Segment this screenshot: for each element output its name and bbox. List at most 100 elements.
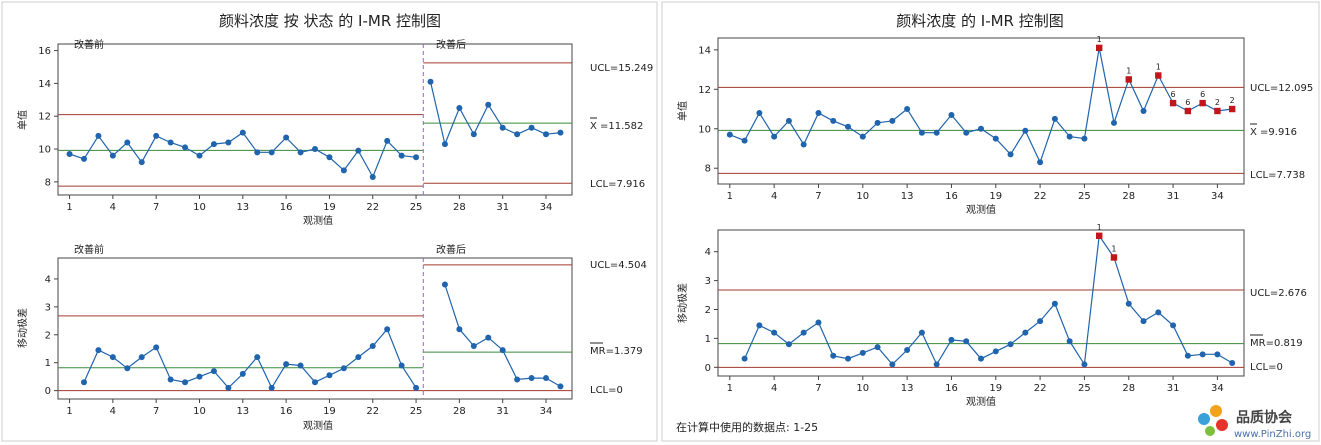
right-mr-x-axis-label: 观测值 <box>966 395 996 408</box>
right-mr-x-tick-label: 13 <box>901 383 914 394</box>
right-mr-data-point <box>741 355 748 362</box>
right-mr-data-point <box>1214 351 1221 358</box>
right-mr-data-point <box>1051 300 1058 307</box>
right-i-test-label: 1 <box>1126 66 1131 75</box>
right-mr-data-point <box>815 319 822 326</box>
left-mr-chart: 改善前 改善后 移动极差 观测值 UCL=4.504 MR=1.379 LCL=… <box>16 243 647 432</box>
left-i-data-point <box>427 78 434 85</box>
right-i-test-label: 1 <box>1156 62 1161 71</box>
left-mr-x-tick-label: 13 <box>236 406 249 417</box>
right-i-x-axis-label: 观测值 <box>966 203 996 216</box>
left-i-data-point <box>355 147 362 154</box>
right-mr-lcl-label: LCL=0 <box>1250 362 1283 373</box>
right-i-y-tick-label: 10 <box>698 124 711 135</box>
right-mr-data-point <box>845 355 852 362</box>
left-i-x-tick-label: 19 <box>323 202 336 213</box>
left-i-y-tick-label: 12 <box>38 112 51 123</box>
left-i-plot-area <box>57 43 573 196</box>
left-i-phase-label-before: 改善前 <box>74 38 104 51</box>
left-mr-x-tick-label: 4 <box>110 406 116 417</box>
left-i-x-tick-label: 13 <box>236 202 249 213</box>
right-i-out-of-control-point <box>1096 44 1103 52</box>
right-mr-data-point <box>830 352 837 359</box>
left-i-data-point <box>514 131 521 138</box>
right-mr-data-point <box>859 349 866 356</box>
left-mr-data-point <box>254 354 261 361</box>
left-mr-data-point <box>80 379 87 386</box>
right-i-data-point <box>1051 115 1058 122</box>
right-i-data-point <box>726 131 733 138</box>
right-i-data-point <box>904 106 911 113</box>
left-i-data-point <box>413 154 420 161</box>
left-i-data-point <box>384 137 391 144</box>
left-i-lcl-label: LCL=7.916 <box>590 179 645 190</box>
pinzhi-logo-icon <box>1198 405 1228 436</box>
left-i-data-point <box>153 132 160 139</box>
right-i-test-label: 1 <box>1097 35 1102 44</box>
right-i-lcl-label: LCL=7.738 <box>1250 170 1305 181</box>
right-i-test-label: 2 <box>1230 96 1235 105</box>
left-i-data-point <box>254 149 261 156</box>
watermark-logo: 品质协会 www.PinZhi.org <box>1198 405 1311 440</box>
right-mr-plot-area <box>717 229 1245 377</box>
right-figure-title: 颜料浓度 的 I-MR 控制图 <box>896 12 1064 30</box>
left-i-data-point <box>326 154 333 161</box>
right-i-data-point <box>1037 159 1044 166</box>
left-i-data-point <box>167 139 174 146</box>
left-mr-phase-label-after: 改善后 <box>436 243 466 256</box>
left-i-y-tick-label: 16 <box>38 46 51 57</box>
right-i-x-tick-label: 4 <box>771 191 777 202</box>
left-mr-data-point <box>456 326 463 333</box>
left-mr-lcl-label: LCL=0 <box>590 385 623 396</box>
right-mr-data-point <box>978 355 984 362</box>
left-i-ucl-label: UCL=15.249 <box>590 63 653 74</box>
left-i-x-tick-label: 1 <box>66 202 72 213</box>
right-i-y-tick-label: 14 <box>698 45 711 56</box>
left-i-center-label: X =11.582 <box>590 121 643 132</box>
right-i-test-label: 6 <box>1171 90 1176 99</box>
right-i-data-point <box>978 125 984 132</box>
right-mr-x-tick-label: 7 <box>815 383 821 394</box>
left-mr-series-line <box>83 328 417 390</box>
right-i-x-tick-label: 28 <box>1122 191 1135 202</box>
right-i-x-tick-label: 31 <box>1167 191 1180 202</box>
right-mr-data-point <box>963 338 970 345</box>
left-mr-data-point <box>268 384 275 391</box>
left-mr-plot-area <box>57 257 573 400</box>
right-i-data-point <box>992 135 999 142</box>
left-mr-data-point <box>167 376 174 383</box>
left-mr-data-point <box>109 354 116 361</box>
left-mr-data-point <box>283 361 290 368</box>
left-mr-y-tick-label: 3 <box>45 302 51 313</box>
right-mr-data-point <box>904 346 911 353</box>
left-i-y-axis-label: 单值 <box>16 110 29 130</box>
right-i-x-tick-label: 10 <box>856 191 869 202</box>
left-i-x-tick-label: 16 <box>280 202 293 213</box>
left-mr-data-point <box>182 379 189 386</box>
right-mr-x-tick-label: 19 <box>989 383 1002 394</box>
left-figure: 颜料浓度 按 状态 的 I-MR 控制图 改善前 改善后 单值 观测值 UCL=… <box>1 1 658 442</box>
right-i-data-point <box>756 109 763 116</box>
right-mr-center-label: MR=0.819 <box>1250 338 1303 349</box>
right-mr-data-point <box>889 361 896 368</box>
right-i-y-tick-label: 12 <box>698 85 711 96</box>
left-mr-data-point <box>138 354 145 361</box>
right-mr-data-point <box>1229 359 1236 366</box>
right-mr-test-label: 1 <box>1111 244 1116 253</box>
right-mr-y-tick-label: 2 <box>705 305 711 316</box>
left-i-x-tick-label: 28 <box>453 202 466 213</box>
right-mr-data-point <box>992 348 999 355</box>
left-i-x-axis-label: 观测值 <box>303 214 333 227</box>
right-mr-data-point <box>785 341 792 348</box>
left-i-data-point <box>312 146 318 153</box>
left-i-data-point <box>210 141 217 148</box>
left-mr-y-axis-label: 移动极差 <box>16 308 29 348</box>
right-i-data-point <box>1110 119 1117 126</box>
right-i-x-tick-label: 34 <box>1211 191 1224 202</box>
right-mr-data-point <box>1184 352 1191 359</box>
right-i-x-tick-label: 25 <box>1078 191 1091 202</box>
right-i-x-tick-label: 19 <box>989 191 1002 202</box>
right-mr-data-point <box>1037 318 1044 325</box>
right-mr-x-tick-label: 1 <box>727 383 733 394</box>
left-mr-x-axis-label: 观测值 <box>303 419 333 432</box>
